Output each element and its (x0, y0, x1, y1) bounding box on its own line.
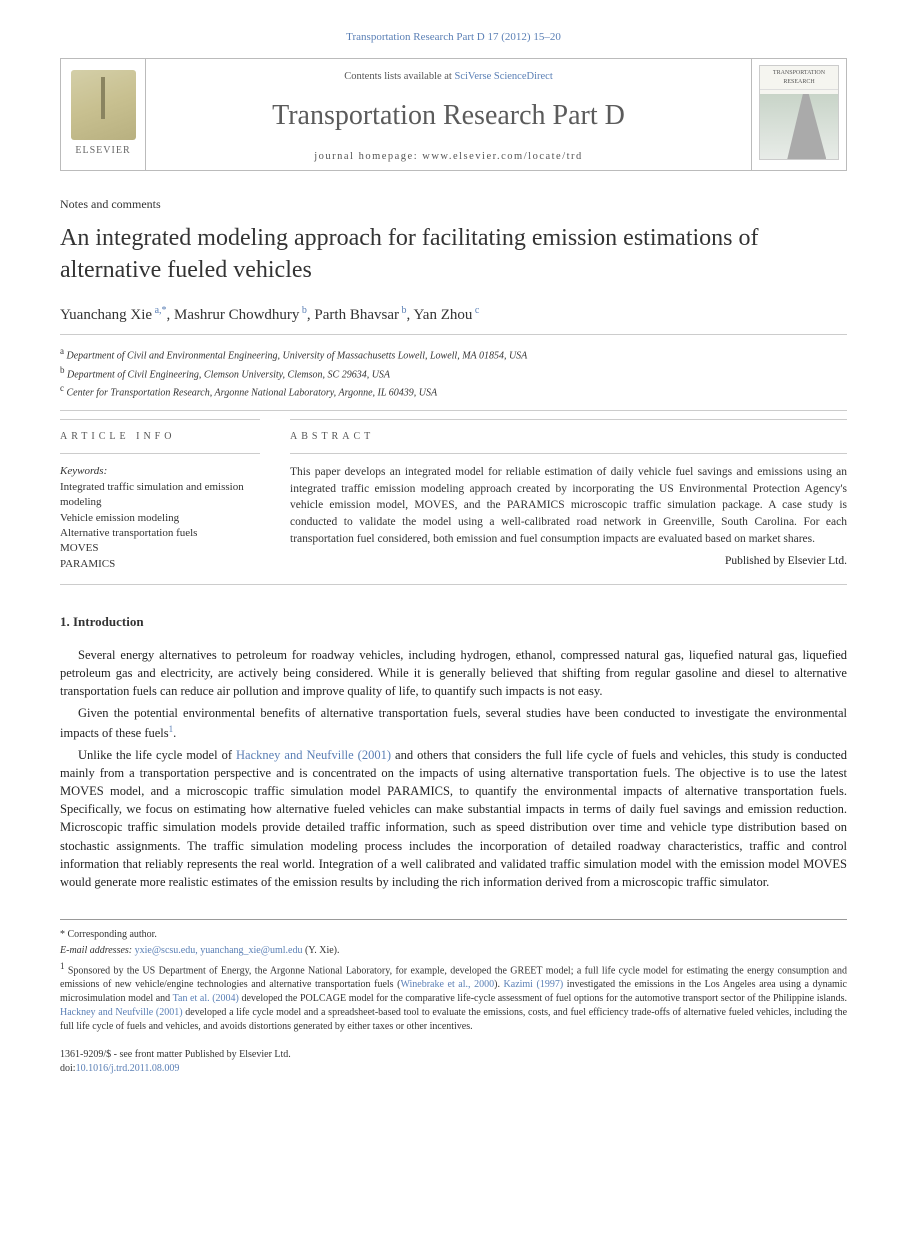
body-para: Several energy alternatives to petroleum… (60, 646, 847, 700)
affiliations: a Department of Civil and Environmental … (60, 345, 847, 411)
contents-line: Contents lists available at SciVerse Sci… (154, 69, 743, 84)
email-label: E-mail addresses: (60, 945, 132, 956)
author: Parth Bhavsar b (314, 307, 406, 323)
author-affil-sup: a,* (152, 305, 166, 316)
footer-meta: 1361-9209/$ - see front matter Published… (60, 1048, 847, 1076)
sciencedirect-link[interactable]: SciVerse ScienceDirect (454, 71, 552, 82)
citation-link[interactable]: Winebrake et al., 2000 (400, 979, 494, 990)
emails[interactable]: yxie@scsu.edu, yuanchang_xie@uml.edu (135, 945, 303, 956)
author: Yan Zhou c (413, 307, 479, 323)
citation-link[interactable]: Tan et al. (2004) (173, 993, 239, 1004)
keyword: Vehicle emission modeling (60, 511, 260, 526)
footnote-1: 1 Sponsored by the US Department of Ener… (60, 960, 847, 1034)
homepage-line: journal homepage: www.elsevier.com/locat… (154, 149, 743, 164)
article-type: Notes and comments (60, 196, 847, 213)
footnote-marker: 1 (60, 961, 65, 971)
author: Yuanchang Xie a,* (60, 307, 167, 323)
section-heading-intro: 1. Introduction (60, 613, 847, 632)
article-title: An integrated modeling approach for faci… (60, 223, 847, 285)
author-list: Yuanchang Xie a,*, Mashrur Chowdhury b, … (60, 304, 847, 336)
author: Mashrur Chowdhury b (174, 307, 307, 323)
abstract-publisher-line: Published by Elsevier Ltd. (290, 553, 847, 570)
keywords-label: Keywords: (60, 464, 260, 480)
abstract-panel: ABSTRACT This paper develops an integrat… (290, 419, 847, 572)
citation-link[interactable]: Kazimi (1997) (504, 979, 564, 990)
keyword: Integrated traffic simulation and emissi… (60, 480, 260, 511)
abstract-text: This paper develops an integrated model … (290, 464, 847, 547)
footnotes: * Corresponding author. E-mail addresses… (60, 919, 847, 1034)
affiliation-line: a Department of Civil and Environmental … (60, 345, 847, 363)
keyword: MOVES (60, 541, 260, 556)
cover-title: TRANSPORTATION RESEARCH (760, 66, 838, 90)
elsevier-tree-icon (71, 70, 136, 140)
contents-prefix: Contents lists available at (344, 71, 454, 82)
author-affil-sup: b (399, 305, 407, 316)
footnote-marker[interactable]: 1 (169, 724, 174, 734)
publisher-logo-block: ELSEVIER (61, 59, 146, 170)
journal-name: Transportation Research Part D (154, 96, 743, 137)
citation-link[interactable]: Hackney and Neufville (2001) (60, 1007, 183, 1018)
affiliation-line: b Department of Civil Engineering, Clems… (60, 364, 847, 382)
homepage-url[interactable]: www.elsevier.com/locate/trd (422, 151, 583, 162)
publisher-label: ELSEVIER (75, 144, 130, 159)
cover-road-graphic (760, 94, 838, 159)
author-affil-sup: b (299, 305, 307, 316)
email-line: E-mail addresses: yxie@scsu.edu, yuancha… (60, 944, 847, 958)
affiliation-line: c Center for Transportation Research, Ar… (60, 382, 847, 400)
doi-line: doi:10.1016/j.trd.2011.08.009 (60, 1062, 847, 1076)
cover-thumb-block: TRANSPORTATION RESEARCH (751, 59, 846, 170)
masthead-center: Contents lists available at SciVerse Sci… (146, 59, 751, 170)
doi-link[interactable]: 10.1016/j.trd.2011.08.009 (76, 1063, 180, 1074)
body-paragraphs: Several energy alternatives to petroleum… (60, 646, 847, 891)
header-citation: Transportation Research Part D 17 (2012)… (60, 30, 847, 46)
citation-link[interactable]: Hackney and Neufville (2001) (236, 748, 391, 762)
article-info-heading: ARTICLE INFO (60, 430, 260, 454)
article-info-panel: ARTICLE INFO Keywords: Integrated traffi… (60, 419, 260, 572)
keyword: Alternative transportation fuels (60, 526, 260, 541)
homepage-prefix: journal homepage: (314, 151, 422, 162)
abstract-heading: ABSTRACT (290, 430, 847, 454)
keywords-list: Integrated traffic simulation and emissi… (60, 480, 260, 572)
author-affil-sup: c (472, 305, 479, 316)
journal-cover-thumb: TRANSPORTATION RESEARCH (759, 65, 839, 160)
keyword: PARAMICS (60, 557, 260, 572)
corresponding-author-note: * Corresponding author. (60, 928, 847, 942)
info-abstract-row: ARTICLE INFO Keywords: Integrated traffi… (60, 419, 847, 585)
issn-line: 1361-9209/$ - see front matter Published… (60, 1048, 847, 1062)
body-para: Unlike the life cycle model of Hackney a… (60, 746, 847, 891)
masthead: ELSEVIER Contents lists available at Sci… (60, 58, 847, 171)
email-attribution: (Y. Xie). (305, 945, 340, 956)
doi-label: doi: (60, 1063, 76, 1074)
body-para: Given the potential environmental benefi… (60, 704, 847, 741)
